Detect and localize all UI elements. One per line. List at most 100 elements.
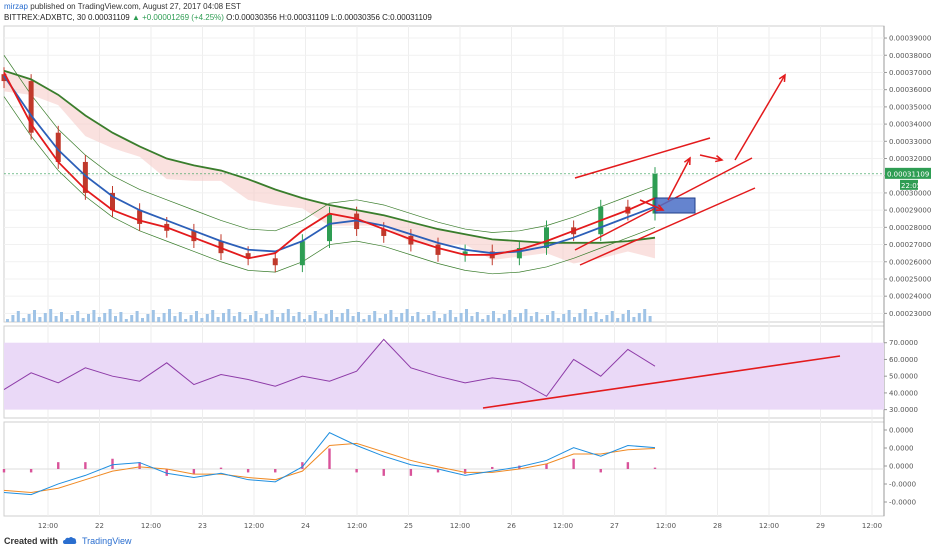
volume-bar <box>103 313 107 322</box>
volume-bar <box>195 311 198 322</box>
macd-hist-bar <box>219 467 223 469</box>
price-tick-label: 0.00029000 <box>889 207 931 215</box>
volume-bar <box>270 310 274 322</box>
price-tick-label: 0.00036000 <box>889 86 931 94</box>
volume-bar <box>594 312 598 322</box>
macd-tick-label: 0.0000 <box>889 463 914 471</box>
volume-bar <box>65 319 69 322</box>
countdown-badge <box>900 179 918 190</box>
volume-bar <box>324 314 328 322</box>
volume-bar <box>583 309 587 322</box>
macd-tick-label: 0.0000 <box>889 427 914 435</box>
tradingview-brand[interactable]: TradingView <box>82 536 132 546</box>
arrow-head <box>715 155 724 163</box>
symbol-line: BITTREX:ADXBTC, 30 0.00031109 ▲ +0.00001… <box>4 13 432 22</box>
candle-body <box>28 81 34 133</box>
arrow-line <box>699 154 723 161</box>
candle-body <box>55 132 61 162</box>
volume-bar <box>524 309 528 322</box>
macd-hist-bar <box>545 463 548 469</box>
macd-hist-bar <box>274 469 277 473</box>
volume-bar <box>281 313 285 322</box>
candle-body <box>245 253 251 259</box>
volume-bar <box>243 319 247 322</box>
arrow-line <box>734 74 786 161</box>
volume-bar <box>492 311 495 322</box>
volume-bar <box>421 319 425 322</box>
volume-bar <box>87 314 90 322</box>
candle-body <box>652 174 658 214</box>
volume-bar <box>378 318 382 322</box>
footer: Created with TradingView <box>4 536 132 546</box>
x-tick-label: 12:00 <box>450 522 470 530</box>
x-tick-label: 26 <box>507 522 516 530</box>
countdown-label: 22:05 <box>901 182 921 190</box>
volume-bar <box>70 315 74 322</box>
symbol-label: BITTREX:ADXBTC, 30 <box>4 13 86 22</box>
published-text: published on TradingView.com, August 27,… <box>30 2 241 11</box>
volume-bar <box>346 309 350 322</box>
volume-bar <box>178 312 182 322</box>
volume-bar <box>108 309 112 322</box>
volume-bar <box>6 319 9 322</box>
volume-bar <box>394 317 398 322</box>
volume-bar <box>130 315 134 322</box>
volume-bar <box>562 314 566 322</box>
volume-bar <box>308 315 312 322</box>
volume-bar <box>465 309 468 322</box>
candle-body <box>381 229 387 236</box>
volume-bar <box>319 318 323 322</box>
volume-bar <box>232 316 236 322</box>
x-tick-label: 23 <box>198 522 207 530</box>
macd-hist-bar <box>165 469 168 476</box>
grid: 12:00 22 12:00 23 12:00 24 12:00 25 12:00 26 12:00… <box>3 25 931 530</box>
signal-line <box>3 442 656 494</box>
macd-hist-bar <box>653 467 657 469</box>
macd-hist-bar <box>29 469 33 473</box>
macd-hist-bar <box>246 469 250 473</box>
price-badge-label: 0.00031109 <box>887 170 929 178</box>
volume-bar <box>357 312 360 322</box>
volume-bar <box>124 319 128 322</box>
macd-tick-label: 0.0000 <box>889 445 914 453</box>
volume-bar <box>184 319 188 322</box>
macd-hist-bar <box>382 469 385 476</box>
macd-hist-bar <box>2 469 6 473</box>
rsi-tick-label: 50.0000 <box>889 373 918 381</box>
volume-bar <box>443 314 447 322</box>
volume-bar <box>168 309 171 322</box>
volume-bar <box>151 310 155 322</box>
volume-bar <box>438 318 441 322</box>
price-tick-label: 0.00037000 <box>889 69 931 77</box>
volume-bar <box>643 309 647 322</box>
macd-hist-bar <box>301 462 304 469</box>
rsi-line <box>3 338 656 397</box>
x-tick-label: 29 <box>816 522 825 530</box>
candle-body <box>272 258 278 266</box>
ohlc-values: O:0.00030356 H:0.00031109 L:0.00030356 C… <box>226 13 432 22</box>
volume-bar <box>648 316 652 322</box>
macd-hist-bar <box>572 458 575 469</box>
volume-bar <box>632 317 636 322</box>
macd-hist-bar <box>491 466 494 469</box>
volume-bar <box>432 311 436 322</box>
volume-bar <box>481 319 485 322</box>
volume-bar <box>205 314 209 322</box>
rsi-tick-label: 60.0000 <box>889 356 918 364</box>
volume-bar <box>22 318 26 322</box>
x-tick-label: 12:00 <box>656 522 676 530</box>
volume-bar <box>519 313 522 322</box>
author-link[interactable]: mirzap <box>4 2 29 11</box>
price-tick-label: 0.00027000 <box>889 241 931 249</box>
price-tick-label: 0.00035000 <box>889 103 931 111</box>
trend-line <box>574 137 711 179</box>
volume-bar <box>81 318 85 322</box>
macd-hist-bar <box>328 448 331 469</box>
volume-bar <box>448 310 452 322</box>
last-price: 0.00031109 <box>88 13 130 22</box>
volume-bar <box>27 314 31 322</box>
volume-bar <box>189 315 193 322</box>
volume-bar <box>389 310 393 322</box>
candle-body <box>544 227 549 248</box>
candle-body <box>1 74 7 82</box>
